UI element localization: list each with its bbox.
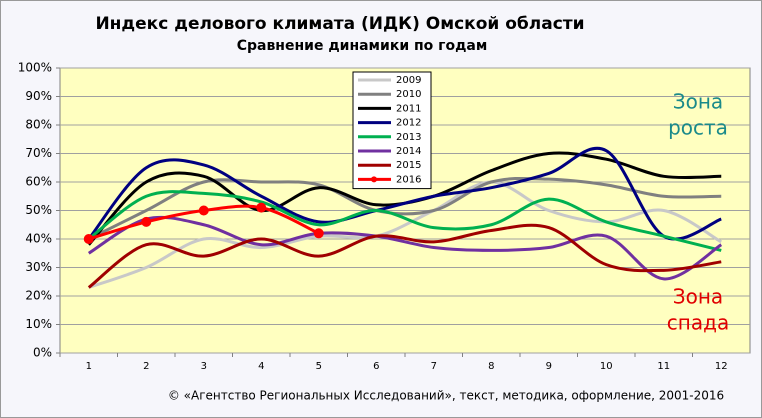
series-marker	[141, 216, 152, 227]
x-tick-label: 4	[258, 361, 264, 372]
y-tick-label: 20%	[25, 289, 52, 303]
y-tick-label: 90%	[25, 89, 52, 103]
y-tick-label: 40%	[25, 232, 52, 246]
y-tick-label: 100%	[18, 61, 52, 75]
annotation: спада	[667, 311, 729, 335]
chart-subtitle: Сравнение динамики по годам	[237, 38, 488, 54]
x-tick-label: 9	[546, 361, 552, 372]
series-line	[87, 151, 722, 246]
legend-label: 2010	[396, 89, 421, 100]
legend-label: 2013	[396, 132, 421, 143]
y-tick-label: 10%	[25, 317, 52, 331]
y-tick-label: 80%	[25, 118, 52, 132]
legend-label: 2016	[396, 174, 421, 185]
x-tick-label: 10	[600, 361, 613, 372]
y-tick-label: 70%	[25, 146, 52, 160]
x-tick-label: 1	[86, 361, 92, 372]
legend-box	[352, 71, 432, 190]
y-tick-label: 60%	[25, 175, 52, 189]
series-line	[87, 190, 722, 252]
annotation: роста	[668, 116, 728, 140]
annotation: Зона	[673, 285, 723, 309]
series-marker	[256, 202, 267, 213]
series-marker	[198, 205, 209, 216]
series-marker	[83, 234, 94, 244]
series-line	[87, 215, 723, 281]
x-tick-label: 12	[715, 361, 728, 372]
legend-label: 2012	[396, 118, 421, 129]
footer: © «Агентство Региональных Исследований»,…	[168, 389, 724, 403]
annotation: Зона	[673, 90, 723, 114]
x-tick-label: 7	[431, 361, 437, 372]
legend-marker	[371, 176, 377, 183]
legend-label: 2011	[396, 103, 421, 114]
series-line	[88, 176, 722, 241]
x-tick-label: 8	[488, 361, 494, 372]
x-tick-label: 3	[201, 361, 207, 372]
series-line	[87, 146, 722, 241]
x-tick-label: 5	[316, 361, 322, 372]
legend-label: 2015	[396, 160, 421, 171]
x-tick-label: 11	[657, 361, 670, 372]
legend-label: 2014	[396, 146, 421, 157]
x-tick-label: 6	[373, 361, 379, 372]
series-marker	[313, 228, 324, 239]
legend-label: 2009	[396, 75, 421, 86]
y-tick-label: 30%	[25, 260, 52, 274]
series-line	[87, 223, 722, 289]
x-tick-label: 2	[143, 361, 149, 372]
chart-title: Индекс делового климата (ИДК) Омской обл…	[95, 14, 584, 34]
y-tick-label: 50%	[25, 203, 52, 217]
y-tick-label: 0%	[33, 346, 52, 360]
